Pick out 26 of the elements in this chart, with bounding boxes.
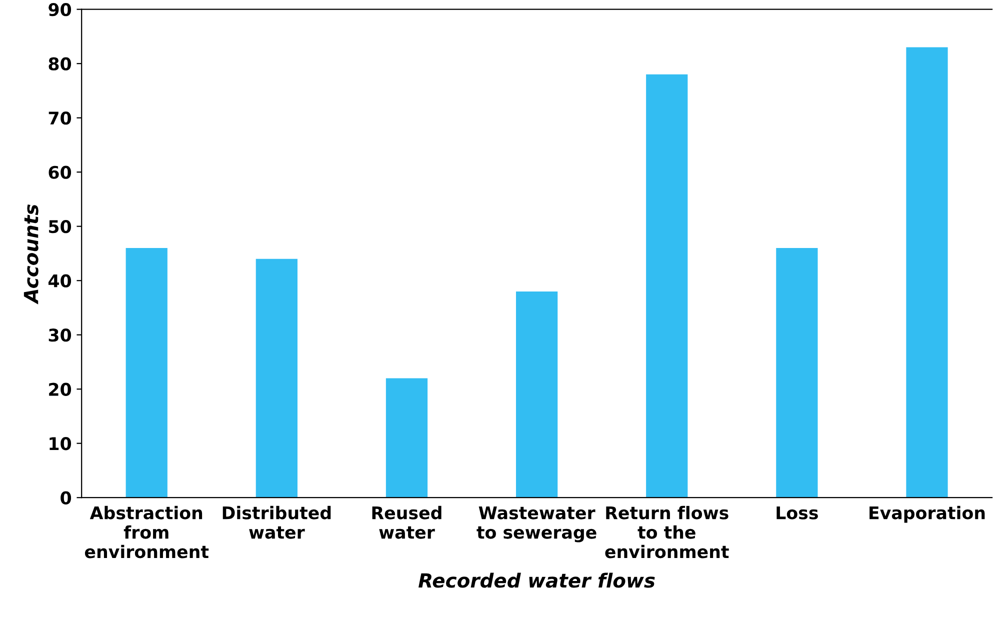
y-tick-label: 30 [48, 328, 72, 342]
bar [126, 248, 168, 498]
y-tick-label: 70 [48, 112, 72, 125]
x-tick-label: Reused water [372, 506, 442, 539]
y-tick-label: 20 [49, 382, 72, 396]
x-tick-label: Evaporation [870, 506, 985, 523]
x-tick-label: Abstraction from environment [84, 506, 209, 558]
y-tick-label: 80 [48, 57, 72, 70]
y-tick-label: 60 [48, 166, 72, 179]
x-tick-label: Loss [776, 506, 818, 520]
bar [386, 378, 428, 498]
y-axis-title: Accounts [24, 204, 38, 304]
bar [516, 291, 558, 498]
bar [646, 74, 688, 498]
bar [776, 248, 818, 498]
y-tick-label: 90 [48, 3, 72, 16]
y-tick-label: 40 [48, 274, 72, 288]
x-tick-label: Return flows to the environment [605, 506, 729, 558]
bar [906, 47, 948, 498]
y-tick-label: 10 [50, 437, 72, 450]
x-tick-label: Wastewater to sewerage [476, 506, 596, 542]
x-axis-title: Recorded water flows [418, 572, 655, 588]
bar [256, 258, 298, 498]
x-tick-label: Distributed water [222, 506, 331, 539]
y-tick-label: 0 [60, 491, 72, 504]
y-tick-label: 50 [49, 220, 72, 234]
